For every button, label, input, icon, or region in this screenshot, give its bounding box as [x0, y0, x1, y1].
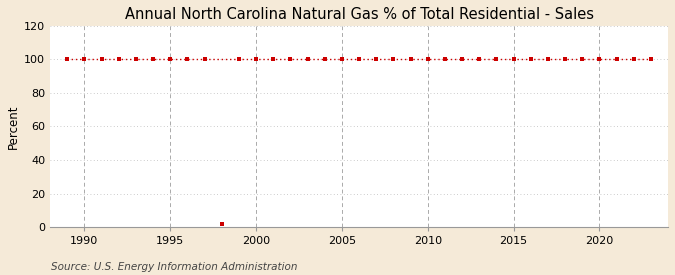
Y-axis label: Percent: Percent	[7, 104, 20, 149]
Title: Annual North Carolina Natural Gas % of Total Residential - Sales: Annual North Carolina Natural Gas % of T…	[125, 7, 593, 22]
Text: Source: U.S. Energy Information Administration: Source: U.S. Energy Information Administ…	[51, 262, 297, 272]
